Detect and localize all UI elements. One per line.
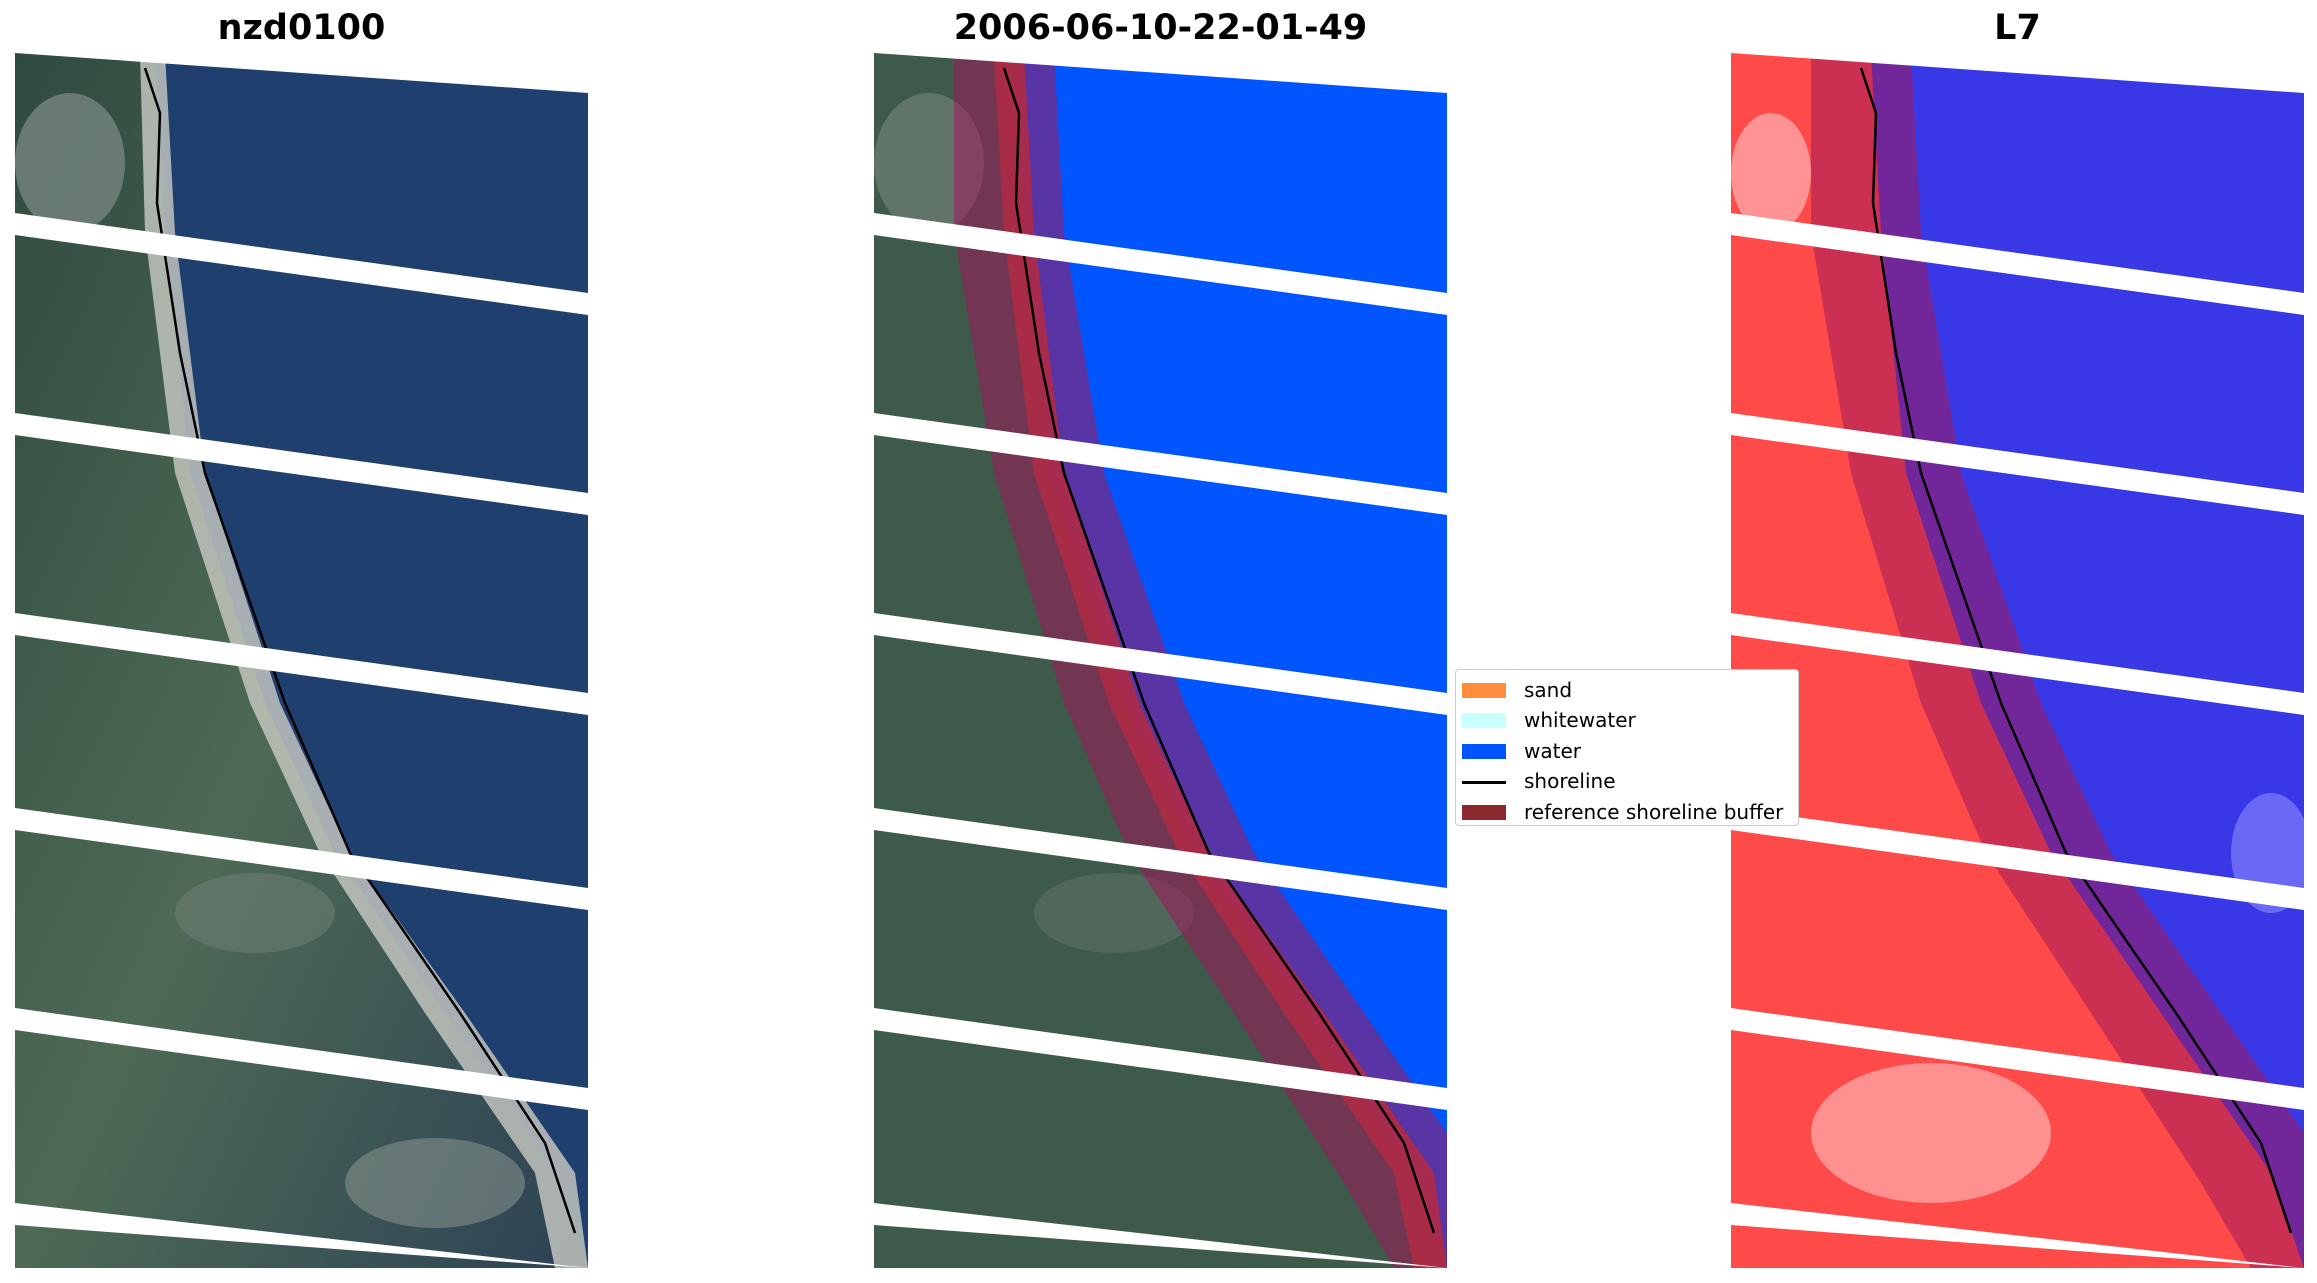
legend-label: water [1524, 738, 1581, 763]
panel-title-index: L7 [1994, 8, 2041, 48]
beach-strip [140, 53, 588, 1268]
legend-item-sand: sand [1456, 676, 1798, 706]
legend-swatch-buffer [1462, 804, 1506, 820]
scan-gap-stripes [1731, 53, 2304, 1268]
legend-item-shoreline: shoreline [1456, 767, 1798, 797]
rgb-image [15, 53, 588, 1268]
legend-label: reference shoreline buffer [1524, 799, 1784, 824]
panel-title-classified: 2006-06-10-22-01-49 [953, 8, 1368, 48]
scan-gap-stripes [874, 53, 1447, 1268]
legend-swatch-water [1462, 743, 1506, 759]
legend-item-buffer: reference shoreline buffer [1456, 798, 1798, 828]
legend-label: sand [1524, 678, 1573, 702]
index-image-panel [1731, 53, 2304, 1268]
legend-item-water: water [1456, 737, 1798, 767]
scan-gap-stripes [15, 53, 588, 1268]
land-area [15, 53, 588, 1268]
legend-swatch-whitewater [1462, 713, 1506, 729]
index-image [1731, 53, 2304, 1268]
legend-item-whitewater: whitewater [1456, 706, 1798, 736]
reference-buffer [1811, 53, 2304, 1268]
legend-label: whitewater [1524, 708, 1636, 733]
panel-title-rgb: nzd0100 [217, 8, 386, 48]
legend-label: shoreline [1524, 769, 1616, 794]
reference-buffer [954, 53, 1447, 1268]
classified-image-panel [874, 53, 1447, 1268]
rgb-image-panel [15, 53, 588, 1268]
legend-swatch-sand [1462, 683, 1506, 698]
legend: sand whitewater water shoreline referenc… [1455, 669, 1799, 826]
classified-image [874, 53, 1447, 1268]
legend-line-shoreline [1462, 781, 1506, 785]
